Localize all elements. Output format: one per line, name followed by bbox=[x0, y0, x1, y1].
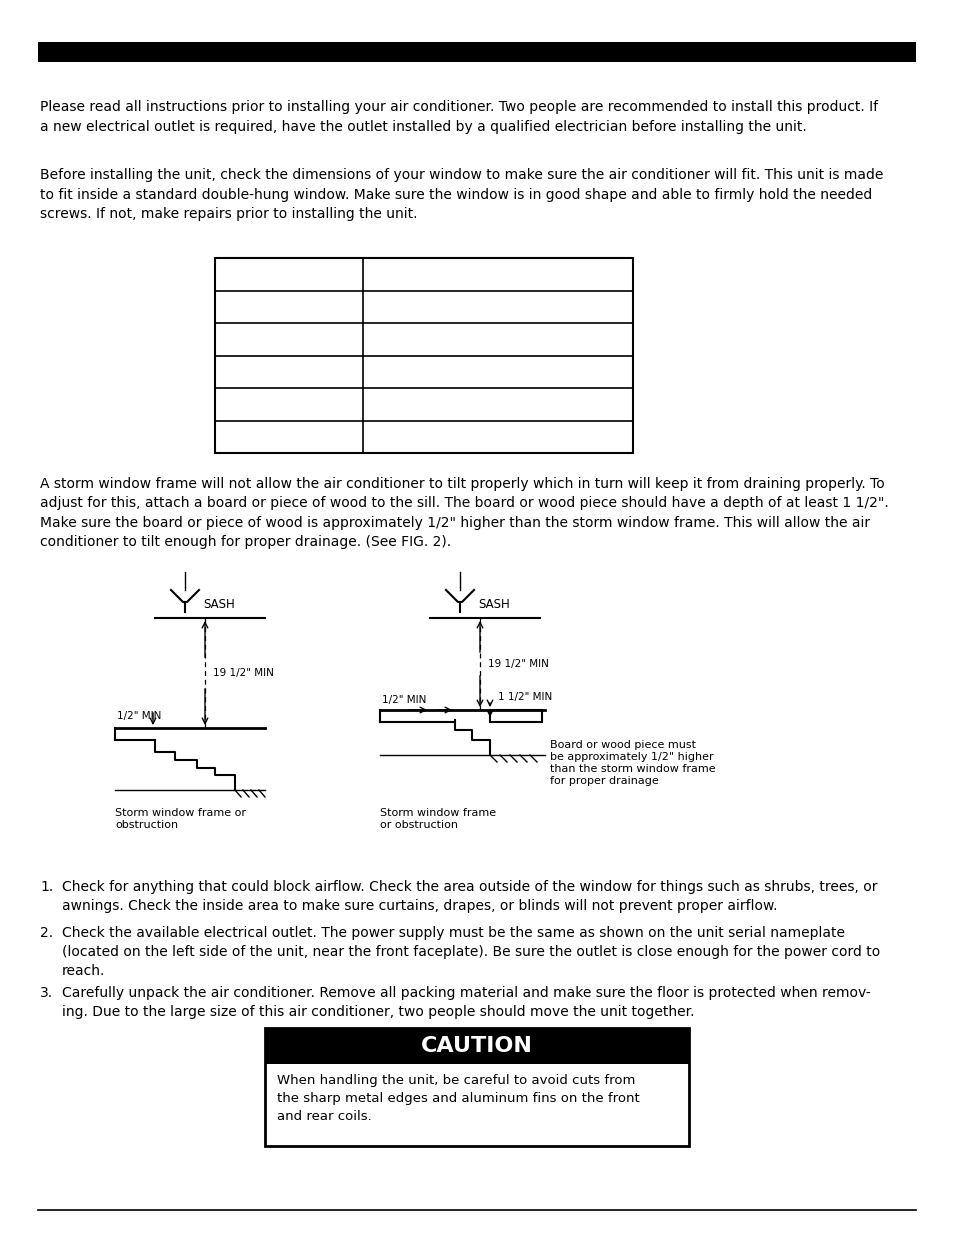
Text: SASH: SASH bbox=[203, 598, 234, 610]
Text: A storm window frame will not allow the air conditioner to tilt properly which i: A storm window frame will not allow the … bbox=[40, 477, 888, 550]
Bar bbox=[214, 258, 633, 453]
Bar bbox=[265, 1028, 688, 1146]
Text: 1.: 1. bbox=[40, 881, 53, 894]
Text: Check the available electrical outlet. The power supply must be the same as show: Check the available electrical outlet. T… bbox=[62, 926, 880, 978]
Bar bbox=[38, 42, 915, 62]
Text: 3.: 3. bbox=[40, 986, 53, 1000]
Text: Before installing the unit, check the dimensions of your window to make sure the: Before installing the unit, check the di… bbox=[40, 168, 882, 221]
Text: 19 1/2" MIN: 19 1/2" MIN bbox=[488, 659, 548, 669]
Text: 1/2" MIN: 1/2" MIN bbox=[117, 711, 161, 721]
Text: Storm window frame or: Storm window frame or bbox=[115, 808, 246, 818]
Text: CAUTION: CAUTION bbox=[420, 1036, 533, 1056]
Text: 1 1/2" MIN: 1 1/2" MIN bbox=[497, 692, 552, 701]
Text: Check for anything that could block airflow. Check the area outside of the windo: Check for anything that could block airf… bbox=[62, 881, 877, 913]
Bar bbox=[490, 710, 541, 722]
Text: 1/2" MIN: 1/2" MIN bbox=[381, 695, 426, 705]
Text: or obstruction: or obstruction bbox=[379, 820, 457, 830]
Text: for proper drainage: for proper drainage bbox=[550, 776, 659, 785]
Text: Please read all instructions prior to installing your air conditioner. Two peopl: Please read all instructions prior to in… bbox=[40, 100, 877, 133]
Text: than the storm window frame: than the storm window frame bbox=[550, 764, 715, 774]
Text: Carefully unpack the air conditioner. Remove all packing material and make sure : Carefully unpack the air conditioner. Re… bbox=[62, 986, 870, 1019]
Text: SASH: SASH bbox=[477, 598, 509, 610]
Bar bbox=[265, 1028, 688, 1065]
Text: obstruction: obstruction bbox=[115, 820, 178, 830]
Text: 19 1/2" MIN: 19 1/2" MIN bbox=[213, 668, 274, 678]
Text: Storm window frame: Storm window frame bbox=[379, 808, 496, 818]
Text: be approximately 1/2" higher: be approximately 1/2" higher bbox=[550, 752, 713, 762]
Text: Board or wood piece must: Board or wood piece must bbox=[550, 740, 696, 750]
Text: 2.: 2. bbox=[40, 926, 53, 940]
Text: When handling the unit, be careful to avoid cuts from
the sharp metal edges and : When handling the unit, be careful to av… bbox=[276, 1074, 639, 1123]
